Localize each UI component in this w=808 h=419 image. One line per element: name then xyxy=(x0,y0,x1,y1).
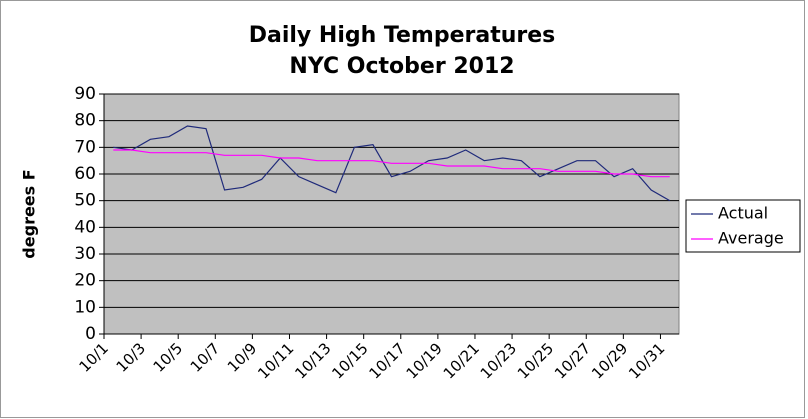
y-tick-label: 70 xyxy=(74,137,96,157)
y-axis-label: degrees F xyxy=(20,169,39,258)
legend-label: Average xyxy=(718,229,784,248)
data-line xyxy=(113,125,671,202)
y-tick-label: 10 xyxy=(74,297,96,317)
legend-box xyxy=(685,199,801,253)
y-tick-label: 20 xyxy=(74,271,96,291)
y-tick-label: 30 xyxy=(74,244,96,264)
y-tick-label: 50 xyxy=(74,191,96,211)
y-tick-label: 40 xyxy=(74,217,96,237)
y-tick-label: 90 xyxy=(74,84,96,104)
y-tick-label: 80 xyxy=(74,111,96,131)
data-line xyxy=(113,149,670,178)
chart-title: Daily High Temperatures xyxy=(249,23,556,48)
chart-subtitle: NYC October 2012 xyxy=(289,54,514,79)
y-tick-label: 0 xyxy=(85,324,96,344)
plot-area xyxy=(103,93,680,335)
legend-label: Actual xyxy=(718,204,768,223)
y-tick-label: 60 xyxy=(74,164,96,184)
